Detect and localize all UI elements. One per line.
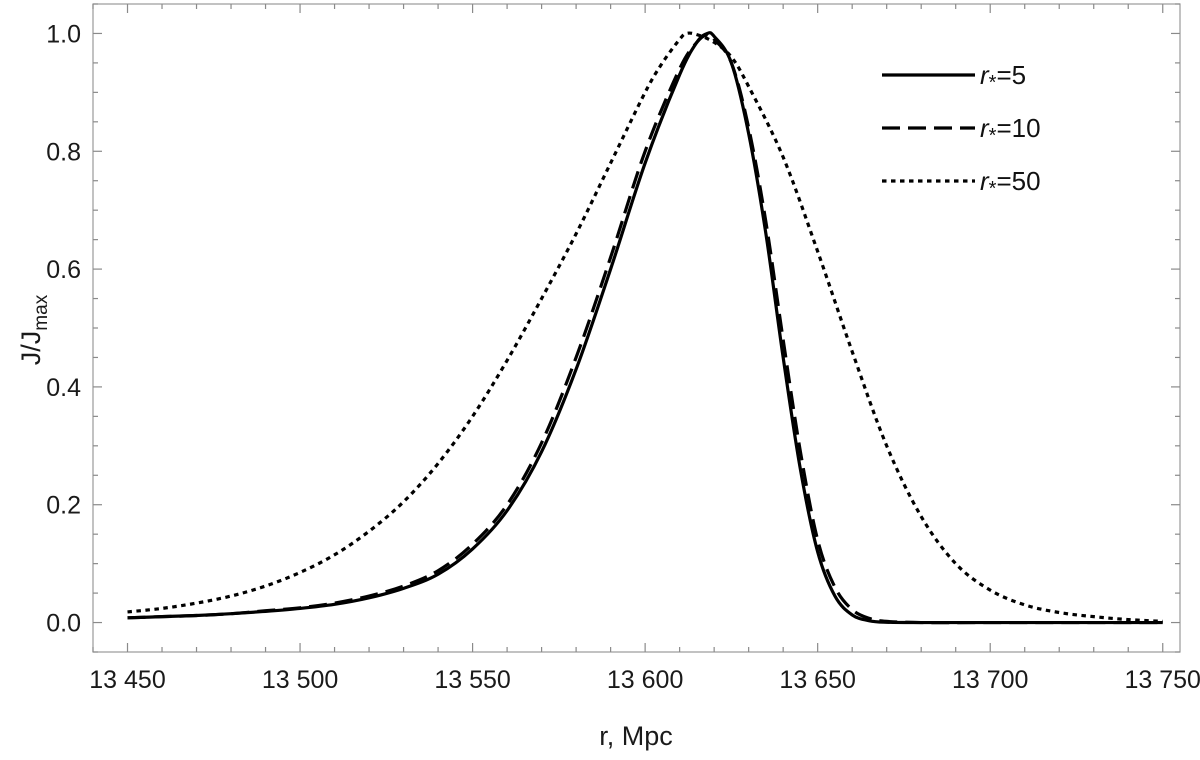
series-line-solid [127,31,1163,625]
x-tick-labels: 13 450 13 500 13 550 13 600 13 650 13 700 13 7… [89,666,1200,694]
legend: r*=5r*=10r*=50 [882,60,1041,200]
legend-label-rest: =50 [996,166,1040,196]
y-tick-label: 1.0 [46,20,81,48]
x-tick-label: 13 600 [607,666,683,694]
legend-label-rest: =5 [996,60,1026,90]
x-tick-label: 13 450 [89,666,165,694]
legend-label-var: r [980,60,990,90]
legend-label-rest: =10 [996,113,1040,143]
series-lines [127,31,1163,625]
y-tick-label: 0.8 [46,138,81,166]
x-axis-title: r, Mpc [599,721,673,751]
y-axis-title-sub: max [31,294,52,330]
legend-label-sub: * [989,125,997,147]
legend-label: r*=50 [980,166,1041,200]
y-axis-title-base: J/J [16,331,46,366]
x-tick-label: 13 500 [262,666,338,694]
x-tick-label: 13 700 [952,666,1028,694]
y-tick-label: 0.4 [46,374,81,402]
x-tick-label: 13 750 [1125,666,1200,694]
y-tick-label: 0.0 [46,610,81,638]
legend-label-sub: * [989,178,997,200]
plot-frame [92,3,1181,653]
legend-label-var: r [980,113,990,143]
axis-ticks [92,3,1180,653]
series-line-dotted [127,31,1163,623]
x-tick-label: 13 550 [434,666,510,694]
x-tick-label: 13 650 [779,666,855,694]
legend-label: r*=10 [980,113,1041,147]
y-tick-labels: 0.0 0.2 0.4 0.6 0.8 1.0 [46,20,81,637]
legend-label: r*=5 [980,60,1026,94]
series-line-dashed [127,32,1163,625]
y-tick-label: 0.2 [46,492,81,520]
plot-frame-group [92,3,1181,653]
legend-label-var: r [980,166,990,196]
y-axis-title: J/Jmax [16,294,52,365]
y-tick-label: 0.6 [46,256,81,284]
legend-label-sub: * [989,72,997,94]
